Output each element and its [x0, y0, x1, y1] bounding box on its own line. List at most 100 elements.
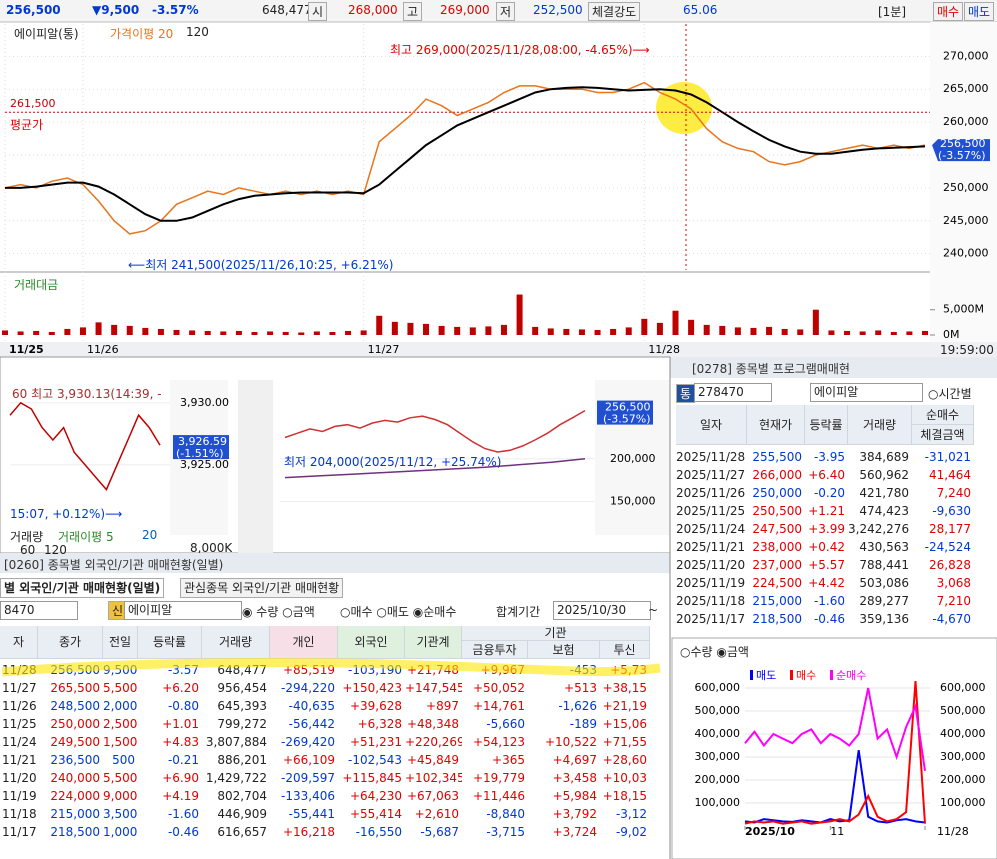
radio[interactable]: ◉ 수량 ○금액	[242, 605, 315, 619]
avg-price-label: 261,500	[10, 97, 56, 110]
table-cell: 256,500	[50, 663, 100, 677]
volume-bar	[547, 328, 554, 335]
table-cell: 9,000	[103, 789, 138, 803]
table-cell: -9,02	[615, 825, 647, 839]
tool-strip	[238, 380, 273, 553]
table-cell: 3,242,276	[848, 522, 910, 536]
table-cell: +1.21	[808, 504, 845, 518]
name-input[interactable]: 에이피알	[810, 383, 923, 402]
column-header: 전일	[103, 626, 138, 659]
table-cell: +28,60	[602, 753, 647, 767]
volume-bar	[563, 328, 570, 335]
radio[interactable]: ○매수 ○매도 ◉순매수	[340, 605, 457, 619]
table-cell: +4.19	[162, 789, 199, 803]
table-cell: 1,000	[103, 825, 138, 839]
column-header: 기관계	[405, 626, 462, 659]
label: 체결강도	[588, 2, 641, 21]
table-cell: 2025/11/27	[676, 468, 746, 482]
volume-bar	[734, 327, 741, 335]
table-cell: 560,962	[859, 468, 909, 482]
table-cell: -0.46	[813, 612, 845, 626]
volume-bar	[797, 329, 804, 335]
y-tick-label: 600,000	[940, 681, 986, 694]
panel-header	[0, 553, 670, 573]
volume-bar	[828, 330, 835, 335]
sell-button[interactable]: 매도	[964, 2, 995, 21]
column-header: 순매수	[912, 405, 974, 425]
column-header: 보험	[528, 641, 600, 659]
table-cell: +897	[426, 699, 459, 713]
option: 금액	[726, 645, 749, 659]
volume-bar	[641, 318, 648, 335]
table-cell: +55,414	[349, 807, 402, 821]
table-cell: +54,123	[472, 735, 525, 749]
date-input[interactable]: 2025/10/30	[553, 601, 651, 620]
table-cell: +6.40	[808, 468, 845, 482]
last-tag-rate: (-3.57%)	[938, 149, 986, 162]
table-cell: +102,345	[405, 771, 462, 785]
name-input[interactable]: 에이피알	[124, 601, 242, 620]
tab[interactable]: 관심종목 외국인/기관 매매현황	[180, 578, 344, 598]
table-cell: 248,500	[50, 699, 100, 713]
label: 저	[496, 2, 516, 21]
table-cell: 7,210	[936, 594, 971, 608]
x-tick-label: 2025/10	[745, 825, 795, 838]
table-cell: -5,687	[420, 825, 459, 839]
legend-name: 에이피알(통)	[14, 27, 79, 41]
code-input[interactable]: 8470	[0, 601, 78, 620]
table-cell: +1.01	[162, 717, 199, 731]
code-input[interactable]: 278470	[694, 383, 772, 402]
volume-bar	[298, 332, 305, 335]
option: 수량	[690, 645, 713, 659]
column-header: 금융투자	[462, 641, 528, 659]
table-cell: +5,73	[610, 663, 647, 677]
legend-swatch	[750, 670, 753, 680]
table-cell: 645,393	[217, 699, 267, 713]
table-cell: +85,519	[282, 663, 335, 677]
table-cell: +10,03	[602, 771, 647, 785]
volume-bar	[313, 331, 320, 335]
table-cell: 238,000	[752, 540, 802, 554]
program-table: 일자 현재가 등락률 거래량 순매수 체결금액 2025/11/28 255,500 -3.95…	[676, 405, 996, 635]
interval[interactable]: [1분]	[878, 5, 907, 19]
y-tick-label: 240,000	[943, 247, 989, 260]
y-tick-label: 3,925.00	[180, 458, 229, 471]
price-axis	[930, 22, 997, 342]
radio[interactable]: ○시간별	[928, 387, 972, 401]
mini-line	[284, 409, 586, 453]
volume-bar	[438, 325, 445, 335]
volume-bar	[173, 329, 180, 335]
volume-bar	[189, 330, 196, 335]
table-cell: 218,500	[50, 825, 100, 839]
radio[interactable]: ○수량 ◉금액	[680, 645, 749, 659]
column-header: 종가	[38, 626, 103, 659]
y-tick-label: 200,000	[940, 773, 986, 786]
mini-vol-legend: 20	[142, 528, 158, 542]
table-cell: 799,272	[217, 717, 267, 731]
table-cell: 9,500	[103, 663, 138, 677]
table-cell: 28,177	[929, 522, 971, 536]
tag-text: 256,500	[605, 401, 651, 414]
table-cell: 1,500	[103, 735, 138, 749]
table-cell: 500	[112, 753, 135, 767]
buy-button[interactable]: 매수	[933, 2, 964, 21]
table-cell: 788,441	[859, 558, 909, 572]
table-cell: 2,000	[103, 699, 138, 713]
legend-ma2: 120	[186, 25, 209, 39]
tilde: ~	[648, 603, 659, 617]
table-cell: +513	[564, 681, 597, 695]
table-cell: 2025/11/18	[676, 594, 746, 608]
table-cell: +50,052	[472, 681, 525, 695]
volume-bar	[17, 331, 24, 335]
table-cell: 26,828	[929, 558, 971, 572]
table-cell: 250,000	[50, 717, 100, 731]
option: 수량	[256, 605, 279, 619]
mini-vol-legend: 120	[44, 543, 67, 557]
table-cell: -3,715	[486, 825, 525, 839]
column-header: 외국인	[338, 626, 405, 659]
volume-bar	[485, 326, 492, 335]
volume-bar	[407, 322, 414, 335]
tab[interactable]: 별 외국인/기관 매매현황(일별)	[0, 578, 165, 598]
volume-bar	[656, 322, 663, 335]
